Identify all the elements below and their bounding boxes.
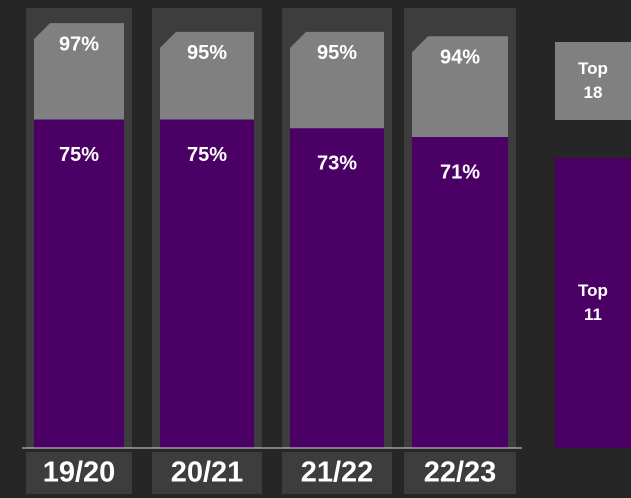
data-label: 75% (59, 144, 99, 166)
category-box (282, 452, 392, 494)
data-label: 97% (59, 33, 99, 55)
bar (34, 119, 124, 448)
data-label: 94% (440, 47, 480, 69)
legend-label: Top 18 (578, 59, 608, 102)
data-label: 71% (440, 161, 480, 183)
data-label: 73% (317, 153, 357, 175)
x-tick-label: 22/23 (424, 457, 497, 489)
bar (412, 137, 508, 448)
legend-swatch: Top 18 (555, 42, 631, 120)
legend-swatch: Top 11 (555, 158, 631, 448)
bar (290, 128, 384, 448)
data-label: 95% (317, 42, 357, 64)
data-label: 75% (187, 144, 227, 166)
bar (160, 119, 254, 448)
x-tick-label: 20/21 (171, 457, 244, 489)
category-box (404, 452, 516, 494)
x-tick-label: 19/20 (43, 457, 116, 489)
category-box (152, 452, 262, 494)
x-tick-label: 21/22 (301, 457, 374, 489)
category-box (26, 452, 132, 494)
data-label: 95% (187, 42, 227, 64)
legend-label: Top 11 (578, 281, 608, 324)
